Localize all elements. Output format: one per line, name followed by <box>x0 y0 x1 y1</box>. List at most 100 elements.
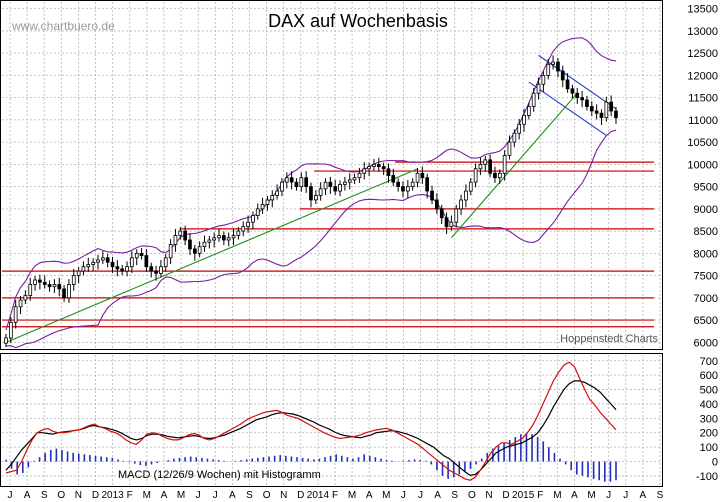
candle-body <box>473 168 478 183</box>
price-axis: 6000 6500 7000 7500 8000 8500 9000 9500 10000 105… <box>687 4 718 350</box>
month-tick-label: F <box>127 490 133 501</box>
candle-body <box>609 101 614 112</box>
candle-body <box>197 246 202 254</box>
macd-tick-label: 400 <box>700 399 718 411</box>
candles <box>4 55 618 348</box>
month-tick-label: A <box>366 490 373 501</box>
candle-body <box>67 284 71 299</box>
candle-body <box>163 257 168 268</box>
candle-body <box>507 141 512 156</box>
candle-body <box>405 186 410 192</box>
candle-body <box>396 181 401 187</box>
month-tick-label: J <box>401 490 406 501</box>
candle-body <box>57 284 62 290</box>
macd-tick-label: 500 <box>700 385 718 397</box>
price-tick-label: 10500 <box>687 137 718 149</box>
candle-body <box>246 221 250 227</box>
macd-lines <box>5 361 617 481</box>
candle-body <box>231 235 236 239</box>
month-tick-label: M <box>177 490 185 501</box>
candle-body <box>347 179 352 183</box>
month-tick-label: A <box>640 490 647 501</box>
candle-body <box>134 252 139 259</box>
month-tick-label: J <box>8 490 13 501</box>
candle-body <box>101 257 105 261</box>
candle-body <box>309 186 313 201</box>
month-tick-label: J <box>196 490 201 501</box>
candle-body <box>265 199 270 205</box>
candle-body <box>168 244 173 259</box>
price-panel <box>0 0 663 350</box>
month-tick-label: O <box>263 490 271 501</box>
candle-body <box>391 175 396 183</box>
candle-body <box>444 217 449 228</box>
month-tick-label: S <box>451 490 458 501</box>
candle-body <box>342 181 347 185</box>
month-tick-label: D <box>92 490 99 501</box>
candle-body <box>91 261 95 265</box>
candle-body <box>352 177 357 181</box>
month-tick-label: M <box>382 490 390 501</box>
candle-body <box>488 159 493 174</box>
candle-body <box>260 203 265 210</box>
candle-body <box>71 275 76 285</box>
macd-tick-label: 200 <box>700 428 718 440</box>
candle-body <box>86 264 91 268</box>
month-tick-label: D <box>502 490 509 501</box>
candle-body <box>614 110 618 119</box>
candle-body <box>512 132 517 143</box>
price-tick-label: 13000 <box>687 26 718 38</box>
month-tick-label: M <box>143 490 151 501</box>
candle-body <box>299 177 304 187</box>
month-tick-label: N <box>75 490 82 501</box>
price-tick-label: 9500 <box>694 182 718 194</box>
candle-body <box>401 186 405 192</box>
candle-body <box>502 155 507 174</box>
candle-body <box>47 284 52 288</box>
candle-body <box>120 268 124 272</box>
candle-body <box>415 172 420 183</box>
candle-body <box>42 281 47 285</box>
month-tick-label: 2013 <box>102 490 125 501</box>
candle-body <box>207 239 212 243</box>
candle-body <box>546 63 551 76</box>
candle-body <box>251 215 255 223</box>
macd-histogram <box>5 432 617 482</box>
candle-body <box>38 279 42 283</box>
candle-body <box>192 248 197 254</box>
month-tick-label: A <box>571 490 578 501</box>
price-tick-label: 11500 <box>688 93 718 105</box>
candle-body <box>599 112 604 118</box>
candle-body <box>125 266 129 272</box>
candle-body <box>565 79 570 90</box>
month-tick-label: 2014 <box>307 490 330 501</box>
candle-body <box>280 181 284 192</box>
month-tick-label: J <box>418 490 423 501</box>
candle-body <box>483 159 488 165</box>
candle-body <box>8 321 13 339</box>
candle-body <box>52 284 57 288</box>
candle-body <box>318 188 323 196</box>
month-tick-label: A <box>434 490 441 501</box>
candle-body <box>536 83 541 94</box>
candle-body <box>81 266 86 272</box>
candle-body <box>183 230 187 241</box>
macd-line <box>5 380 617 476</box>
month-tick-label: D <box>297 490 304 501</box>
candle-body <box>217 235 221 239</box>
bollinger-lower <box>5 129 617 349</box>
candle-body <box>149 266 154 272</box>
candle-body <box>410 181 415 187</box>
macd-tick-label: 0 <box>712 457 718 469</box>
candle-body <box>357 172 362 179</box>
candle-body <box>4 337 8 344</box>
watermark: www.chartbuero.de <box>11 19 115 33</box>
candle-body <box>236 230 241 236</box>
candle-body <box>372 163 376 167</box>
candle-body <box>313 195 318 201</box>
candle-body <box>464 190 468 201</box>
candle-body <box>289 177 294 183</box>
month-tick-label: A <box>24 490 31 501</box>
macd-tick-label: -100 <box>696 471 718 483</box>
candle-body <box>517 123 522 134</box>
